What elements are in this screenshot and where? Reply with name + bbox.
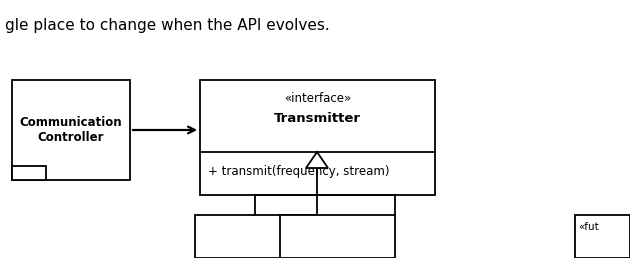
Text: gle place to change when the API evolves.: gle place to change when the API evolves… — [5, 18, 329, 33]
Bar — [200, 80, 435, 195]
Bar — [575, 215, 630, 258]
Text: «fut: «fut — [578, 222, 598, 232]
Polygon shape — [306, 152, 328, 168]
Bar — [12, 80, 130, 180]
Text: Transmitter: Transmitter — [274, 111, 361, 125]
Bar — [280, 215, 395, 258]
Text: «interface»: «interface» — [284, 92, 351, 104]
Text: + transmit(frequency, stream): + transmit(frequency, stream) — [208, 165, 389, 179]
Bar — [12, 166, 46, 180]
Bar — [195, 215, 315, 258]
Text: Communication
Controller: Communication Controller — [20, 116, 122, 144]
